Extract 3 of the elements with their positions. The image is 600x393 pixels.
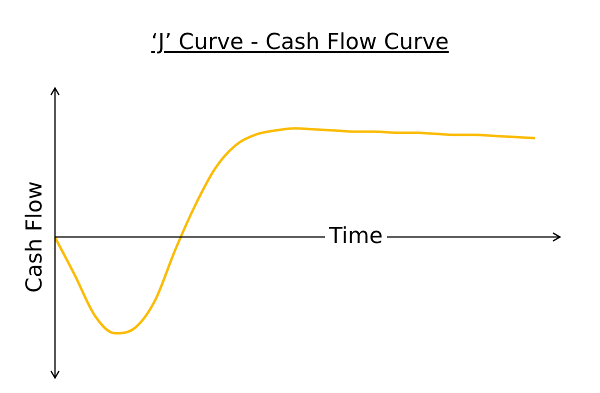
y-axis-title: Cash Flow: [22, 182, 48, 294]
chart-title: ‘J’ Curve - Cash Flow Curve: [151, 30, 449, 55]
x-axis-title: Time: [325, 223, 387, 252]
